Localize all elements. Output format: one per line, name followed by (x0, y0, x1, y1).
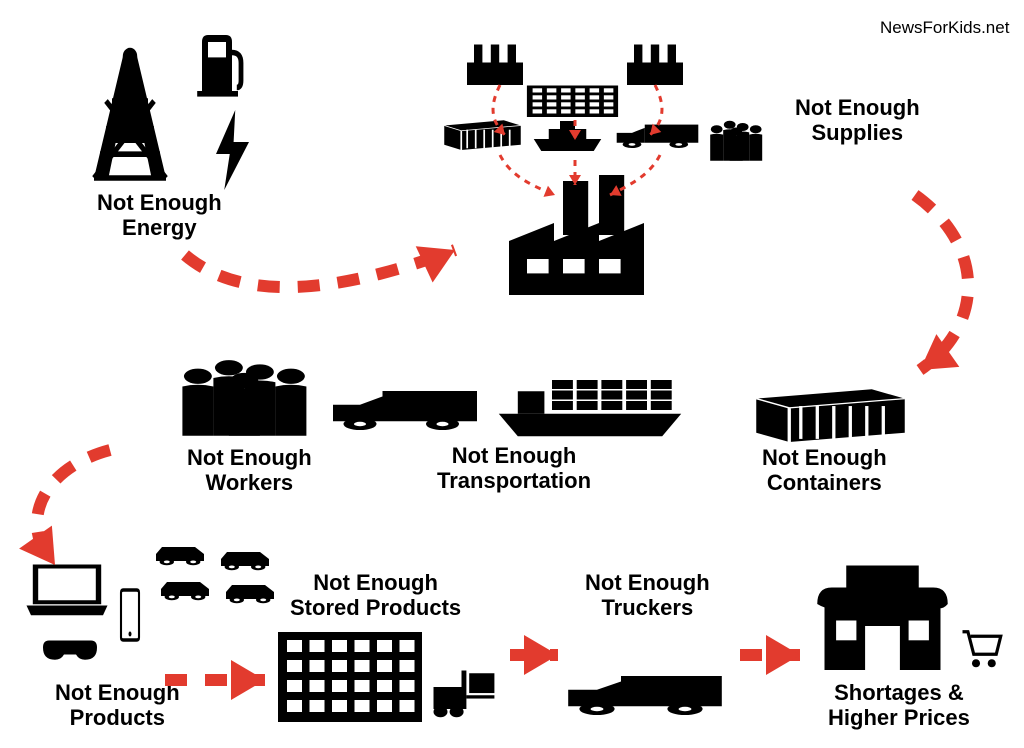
infographic-canvas: NewsForKids.netNot EnoughEnergyNot Enoug… (0, 0, 1024, 748)
arrow-layer (0, 0, 1024, 748)
